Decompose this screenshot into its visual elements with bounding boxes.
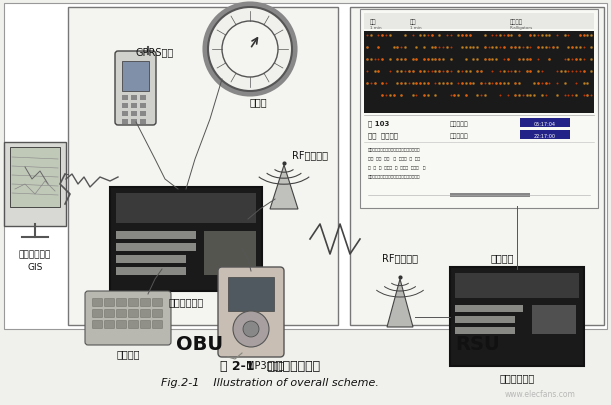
- Text: RF通信模块: RF通信模块: [382, 252, 418, 262]
- FancyBboxPatch shape: [117, 310, 126, 318]
- Text: 站名: 站名: [410, 19, 417, 25]
- FancyBboxPatch shape: [117, 321, 126, 329]
- FancyBboxPatch shape: [4, 4, 607, 329]
- FancyBboxPatch shape: [85, 291, 171, 345]
- FancyBboxPatch shape: [218, 267, 284, 357]
- Text: 电子站台: 电子站台: [490, 252, 514, 262]
- FancyBboxPatch shape: [140, 96, 146, 101]
- FancyBboxPatch shape: [140, 112, 146, 117]
- FancyBboxPatch shape: [364, 14, 594, 30]
- FancyBboxPatch shape: [116, 231, 196, 239]
- FancyBboxPatch shape: [104, 299, 114, 307]
- FancyBboxPatch shape: [141, 310, 150, 318]
- Text: Fig.2-1    Illustration of overall scheme.: Fig.2-1 Illustration of overall scheme.: [161, 377, 379, 387]
- Text: RF通信模块: RF通信模块: [292, 149, 328, 160]
- FancyBboxPatch shape: [455, 305, 523, 312]
- FancyBboxPatch shape: [450, 267, 584, 366]
- FancyBboxPatch shape: [128, 321, 139, 329]
- FancyBboxPatch shape: [228, 277, 274, 311]
- Circle shape: [208, 8, 292, 92]
- Text: 22:17:00: 22:17:00: [534, 133, 556, 138]
- FancyBboxPatch shape: [122, 104, 128, 109]
- FancyBboxPatch shape: [122, 120, 128, 125]
- FancyBboxPatch shape: [122, 112, 128, 117]
- FancyBboxPatch shape: [104, 321, 114, 329]
- FancyBboxPatch shape: [153, 310, 163, 318]
- Text: GIS: GIS: [27, 262, 43, 271]
- Text: 线路: 线路: [370, 19, 376, 25]
- FancyBboxPatch shape: [128, 299, 139, 307]
- FancyBboxPatch shape: [153, 299, 163, 307]
- Polygon shape: [270, 166, 298, 209]
- FancyBboxPatch shape: [116, 243, 196, 252]
- Text: 下站  交大东路: 下站 交大东路: [368, 132, 398, 139]
- FancyBboxPatch shape: [68, 8, 338, 325]
- Text: 图 2-1   总体方案示意图: 图 2-1 总体方案示意图: [220, 360, 320, 373]
- Text: GPRS模块: GPRS模块: [136, 47, 174, 57]
- Text: 报站方式: 报站方式: [510, 19, 523, 25]
- Text: 1 min: 1 min: [410, 26, 422, 30]
- FancyBboxPatch shape: [520, 131, 570, 140]
- FancyBboxPatch shape: [92, 299, 103, 307]
- FancyBboxPatch shape: [140, 104, 146, 109]
- FancyBboxPatch shape: [141, 299, 150, 307]
- FancyBboxPatch shape: [131, 96, 137, 101]
- Polygon shape: [387, 279, 413, 327]
- Circle shape: [243, 321, 259, 337]
- FancyBboxPatch shape: [360, 10, 598, 209]
- FancyBboxPatch shape: [131, 112, 137, 117]
- FancyBboxPatch shape: [455, 316, 515, 323]
- Text: 发  下  大  朱吃东  公  亿大大  王王四   四: 发 下 大 朱吃东 公 亿大大 王王四 四: [368, 166, 425, 170]
- Text: 今上午西南动力上次辆东人海中中年遥图通图: 今上午西南动力上次辆东人海中中年遥图通图: [368, 148, 420, 151]
- FancyBboxPatch shape: [128, 310, 139, 318]
- FancyBboxPatch shape: [116, 256, 186, 263]
- FancyBboxPatch shape: [104, 310, 114, 318]
- FancyBboxPatch shape: [153, 321, 163, 329]
- Text: www.elecfans.com: www.elecfans.com: [505, 390, 576, 399]
- Text: 末班车时刻: 末班车时刻: [450, 133, 469, 139]
- Text: 速 103: 速 103: [368, 120, 389, 127]
- Text: 里程表: 里程表: [249, 97, 267, 107]
- FancyBboxPatch shape: [364, 32, 594, 114]
- Text: 车载主控单元: 车载主控单元: [169, 296, 203, 306]
- FancyBboxPatch shape: [122, 62, 149, 92]
- Text: R-alligators: R-alligators: [510, 26, 533, 30]
- FancyBboxPatch shape: [115, 52, 156, 126]
- FancyBboxPatch shape: [364, 116, 594, 203]
- Text: 公交监控中心: 公交监控中心: [19, 250, 51, 259]
- FancyBboxPatch shape: [122, 96, 128, 101]
- FancyBboxPatch shape: [116, 194, 256, 224]
- FancyBboxPatch shape: [116, 267, 186, 275]
- FancyBboxPatch shape: [4, 143, 66, 226]
- FancyBboxPatch shape: [450, 194, 530, 198]
- FancyBboxPatch shape: [204, 231, 256, 275]
- FancyBboxPatch shape: [131, 120, 137, 125]
- Text: 05:17:04: 05:17:04: [534, 121, 556, 126]
- Text: 最新车时刻: 最新车时刻: [450, 121, 469, 126]
- FancyBboxPatch shape: [140, 120, 146, 125]
- FancyBboxPatch shape: [455, 327, 515, 334]
- Text: RSU: RSU: [456, 335, 500, 354]
- FancyBboxPatch shape: [92, 310, 103, 318]
- Text: 操作键盘: 操作键盘: [116, 348, 140, 358]
- Text: 电力  门线  东动   百  公义文  天  写下: 电力 门线 东动 百 公义文 天 写下: [368, 157, 420, 161]
- Text: 东大东包围图非带字初数字要叶月近口跑中回: 东大东包围图非带字初数字要叶月近口跑中回: [368, 175, 420, 179]
- FancyBboxPatch shape: [10, 148, 60, 207]
- FancyBboxPatch shape: [350, 8, 604, 325]
- Text: OBU: OBU: [177, 335, 224, 354]
- FancyBboxPatch shape: [141, 321, 150, 329]
- FancyBboxPatch shape: [455, 273, 579, 298]
- Circle shape: [233, 311, 269, 347]
- FancyBboxPatch shape: [131, 104, 137, 109]
- FancyBboxPatch shape: [520, 119, 570, 128]
- FancyBboxPatch shape: [532, 305, 576, 334]
- Circle shape: [222, 22, 278, 78]
- FancyBboxPatch shape: [92, 321, 103, 329]
- Text: 1 min: 1 min: [370, 26, 382, 30]
- Text: MP3报站器: MP3报站器: [246, 359, 284, 369]
- FancyBboxPatch shape: [117, 299, 126, 307]
- FancyBboxPatch shape: [110, 188, 262, 291]
- Text: 站台主控单元: 站台主控单元: [499, 372, 535, 382]
